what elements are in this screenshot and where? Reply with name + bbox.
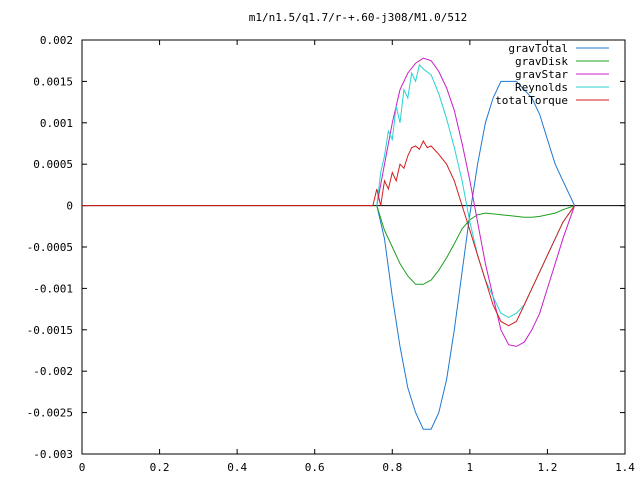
x-axis: 0 0.2 0.4 0.6 0.8 1 1.2 1.4 <box>79 40 635 474</box>
series-line-totalTorque <box>82 139 576 327</box>
legend: gravTotalgravDiskgravStarReynoldstotalTo… <box>495 42 609 107</box>
legend-label: gravStar <box>515 68 568 81</box>
y-tick-label: -0.0005 <box>27 241 73 254</box>
legend-label: Reynolds <box>515 81 568 94</box>
y-tick-label: -0.002 <box>33 365 73 378</box>
y-tick-label: -0.0015 <box>27 324 73 337</box>
legend-label: gravDisk <box>515 55 568 68</box>
series-line-gravDisk <box>376 205 575 285</box>
x-tick-label: 0.4 <box>227 461 247 474</box>
y-tick-label: 0 <box>66 200 73 213</box>
y-tick-label: 0.001 <box>40 117 73 130</box>
legend-label: totalTorque <box>495 94 568 107</box>
x-tick-label: 0.2 <box>150 461 170 474</box>
x-tick-label: 1.4 <box>615 461 635 474</box>
y-tick-label: -0.003 <box>33 448 73 461</box>
series-layer <box>82 57 576 430</box>
x-tick-label: 1 <box>467 461 474 474</box>
series-line-gravStar <box>376 57 576 347</box>
y-tick-label: 0.0005 <box>33 158 73 171</box>
x-tick-label: 0 <box>79 461 86 474</box>
y-tick-label: 0.002 <box>40 34 73 47</box>
legend-label: gravTotal <box>508 42 568 55</box>
chart-title: m1/n1.5/q1.7/r-+.60-j308/M1.0/512 <box>249 11 468 24</box>
y-tick-label: 0.0015 <box>33 75 73 88</box>
x-tick-label: 0.6 <box>305 461 325 474</box>
x-tick-label: 1.2 <box>537 461 557 474</box>
y-tick-label: -0.0025 <box>27 407 73 420</box>
series-line-gravTotal <box>376 80 576 430</box>
x-tick-label: 0.8 <box>382 461 402 474</box>
y-axis: 0.002 0.0015 0.001 0.0005 0 -0.0005 -0.001 -0.0… <box>27 34 625 461</box>
y-tick-label: -0.001 <box>33 282 73 295</box>
